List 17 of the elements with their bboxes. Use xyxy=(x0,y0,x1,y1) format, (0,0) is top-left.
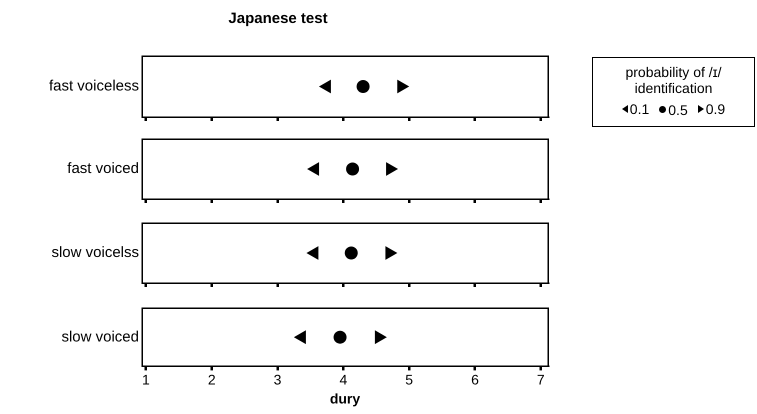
legend-label: 0.1 xyxy=(630,101,650,117)
legend-label: 0.9 xyxy=(706,101,726,117)
y-tick-label: slow voiced xyxy=(61,328,139,346)
y-tick-label: slow voicelss xyxy=(51,244,139,262)
x-tick-label: 5 xyxy=(405,372,414,388)
y-tick-label: fast voiced xyxy=(67,160,139,178)
x-tick-label: 7 xyxy=(536,372,545,388)
x-tick-label: 3 xyxy=(274,372,282,388)
legend-title: probability of /ɪ/ identification xyxy=(624,64,723,96)
x-tick-label: 4 xyxy=(339,372,348,388)
x-tick-label: 6 xyxy=(471,372,480,388)
x-axis-title: dury xyxy=(330,390,360,406)
chart-title: Japanese test xyxy=(228,10,328,28)
y-tick-label: fast voiceless xyxy=(48,78,139,95)
x-tick-label: 2 xyxy=(208,372,216,388)
legend-label: 0.5 xyxy=(668,102,688,118)
x-tick-label: 1 xyxy=(142,372,150,388)
